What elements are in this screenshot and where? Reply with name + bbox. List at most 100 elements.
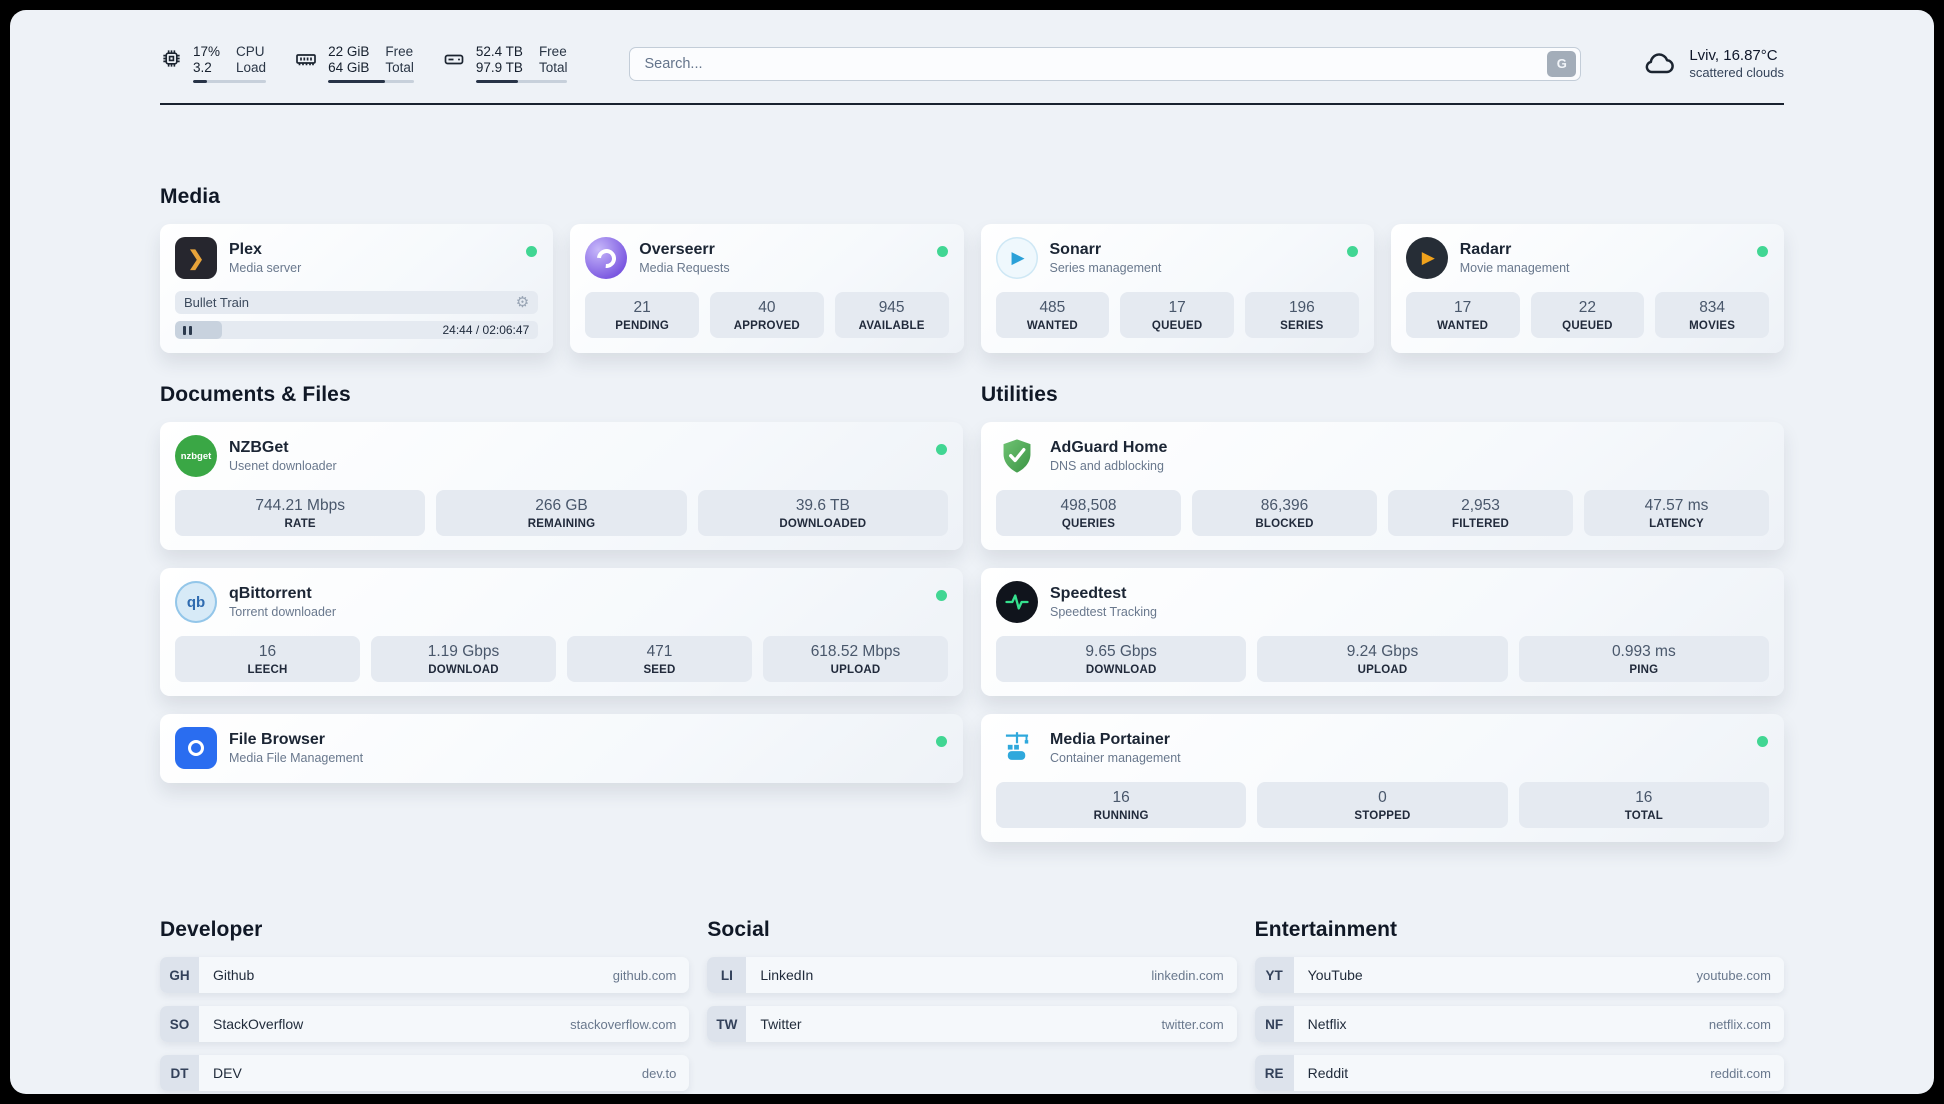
- status-dot: [1757, 736, 1768, 747]
- bookmark-github[interactable]: GH Github github.com: [160, 957, 690, 993]
- bookmark-url: dev.to: [641, 1065, 677, 1081]
- playback-progress-bar[interactable]: 24:44 / 02:06:47: [175, 321, 539, 339]
- bookmark-name: Reddit: [1307, 1065, 1349, 1081]
- app-card-sonarr[interactable]: ▶ Sonarr Series management 485 WANTED 17 Q…: [980, 224, 1374, 353]
- stat-value: 86,396: [1260, 497, 1309, 514]
- stat-tile: 744.21 Mbps RATE: [175, 490, 426, 536]
- stat-value: 0: [1378, 789, 1387, 806]
- app-card-radarr[interactable]: ▶ Radarr Movie management 17 WANTED 22 QUE…: [1390, 224, 1784, 353]
- pause-icon[interactable]: [183, 325, 192, 335]
- app-card-qbittorrent[interactable]: qb qBittorrent Torrent downloader 16 LEEC…: [160, 568, 963, 696]
- nzbget-icon: nzbget: [175, 435, 217, 477]
- status-dot: [936, 246, 948, 257]
- memory-label-top: Free: [385, 44, 414, 59]
- cpu-widget: 17% CPU 3.2 Load: [160, 44, 267, 83]
- stat-tile: 485 WANTED: [995, 292, 1110, 338]
- bookmark-column-entertainment: Entertainment YT YouTube youtube.com NF …: [1254, 918, 1784, 1094]
- app-card-nzbget[interactable]: nzbget NZBGet Usenet downloader 744.21 M…: [160, 422, 963, 550]
- app-card-speedtest[interactable]: Speedtest Speedtest Tracking 9.65 Gbps DO…: [981, 568, 1784, 696]
- stat-tile: 16 RUNNING: [996, 782, 1247, 828]
- section-title-entertainment: Entertainment: [1254, 918, 1398, 941]
- bookmark-url: reddit.com: [1710, 1065, 1771, 1081]
- stat-value: 2,953: [1461, 497, 1500, 514]
- bookmark-name: Twitter: [760, 1016, 802, 1032]
- app-subtitle: Media File Management: [229, 751, 364, 765]
- app-name: Overseerr: [639, 241, 715, 258]
- bookmark-twitter[interactable]: TW Twitter twitter.com: [707, 1006, 1237, 1042]
- memory-label-bottom: Total: [385, 60, 414, 75]
- bookmark-abbr: LI: [707, 957, 747, 993]
- stat-label: DOWNLOADED: [779, 518, 867, 530]
- stat-tile: 17 QUEUED: [1120, 292, 1234, 338]
- stat-label: STOPPED: [1354, 810, 1411, 822]
- stat-label: RUNNING: [1093, 810, 1149, 822]
- stat-value: 485: [1039, 299, 1066, 316]
- stat-tile: 17 WANTED: [1405, 292, 1520, 338]
- section-utilities: Utilities: [981, 383, 1784, 860]
- cpu-value-top: 17%: [193, 44, 221, 59]
- bookmark-netflix[interactable]: NF Netflix netflix.com: [1254, 1006, 1784, 1042]
- stat-value: 17: [1168, 299, 1186, 316]
- stat-label: MOVIES: [1689, 320, 1736, 332]
- bookmark-youtube[interactable]: YT YouTube youtube.com: [1254, 957, 1784, 993]
- now-playing-widget: Bullet Train ⚙ 24:44 / 02:06:47: [175, 291, 539, 339]
- weather-widget: Lviv, 16.87°C scattered clouds: [1641, 45, 1784, 82]
- top-bar: 17% CPU 3.2 Load 22 GiB Free: [160, 44, 1784, 83]
- app-subtitle: Movie management: [1459, 261, 1570, 275]
- bookmark-name: Netflix: [1307, 1016, 1347, 1032]
- search-input[interactable]: [644, 55, 1548, 72]
- stat-tile: 47.57 ms LATENCY: [1584, 490, 1769, 536]
- stat-label: LEECH: [247, 664, 288, 676]
- stat-label: UPLOAD: [1357, 664, 1408, 676]
- gear-icon[interactable]: ⚙: [515, 294, 530, 311]
- stat-value: 471: [646, 643, 673, 660]
- section-title-documents: Documents & Files: [160, 383, 351, 406]
- bookmark-url: netflix.com: [1708, 1016, 1771, 1032]
- stat-value: 22: [1578, 299, 1596, 316]
- bookmark-abbr: TW: [707, 1006, 747, 1042]
- speedtest-icon: [996, 581, 1038, 623]
- stat-value: 39.6 TB: [795, 497, 850, 514]
- portainer-icon: [996, 727, 1038, 769]
- app-card-portainer[interactable]: Media Portainer Container management 16 R…: [981, 714, 1784, 842]
- section-title-developer: Developer: [160, 918, 263, 941]
- bookmark-column-social: Social LI LinkedIn linkedin.com TW Twitt…: [707, 918, 1237, 1094]
- cpu-label-bottom: Load: [236, 60, 267, 75]
- disk-icon: [444, 54, 464, 65]
- stat-tile: 0 STOPPED: [1257, 782, 1508, 828]
- bookmark-linkedin[interactable]: LI LinkedIn linkedin.com: [707, 957, 1237, 993]
- stat-value: 40: [758, 299, 776, 316]
- disk-value-top: 52.4 TB: [475, 44, 523, 59]
- memory-widget: 22 GiB Free 64 GiB Total: [294, 44, 414, 83]
- stat-tile: 196 SERIES: [1245, 292, 1359, 338]
- app-card-filebrowser[interactable]: File Browser Media File Management: [160, 714, 963, 783]
- bookmark-reddit[interactable]: RE Reddit reddit.com: [1254, 1055, 1784, 1091]
- app-subtitle: Media server: [229, 261, 302, 275]
- app-card-overseerr[interactable]: Overseerr Media Requests 21 PENDING 40 APP…: [570, 224, 964, 353]
- stat-tile: 498,508 QUERIES: [996, 490, 1181, 536]
- bookmark-stackoverflow[interactable]: SO StackOverflow stackoverflow.com: [160, 1006, 690, 1042]
- status-dot: [1757, 246, 1768, 257]
- bookmark-abbr: DT: [160, 1055, 199, 1091]
- stat-value: 9.65 Gbps: [1085, 643, 1157, 660]
- cpu-progress-bar: [193, 80, 267, 83]
- stat-tile: 22 QUEUED: [1530, 292, 1645, 338]
- stat-value: 266 GB: [535, 497, 588, 514]
- bookmark-dev[interactable]: DT DEV dev.to: [160, 1055, 690, 1091]
- section-documents: Documents & Files nzbget NZBGet Usenet d…: [160, 383, 963, 860]
- stat-value: 16: [1112, 789, 1130, 806]
- app-card-adguard[interactable]: AdGuard Home DNS and adblocking 498,508 Q…: [981, 422, 1784, 550]
- stat-value: 47.57 ms: [1644, 497, 1709, 514]
- memory-value-bottom: 64 GiB: [328, 60, 370, 75]
- app-name: Sonarr: [1049, 241, 1102, 258]
- bookmark-url: github.com: [612, 967, 677, 983]
- app-card-plex[interactable]: ❯ Plex Media server Bullet Train ⚙: [160, 224, 554, 353]
- overseerr-icon: [585, 237, 628, 279]
- stat-label: QUERIES: [1061, 518, 1116, 530]
- bookmark-name: YouTube: [1307, 967, 1363, 983]
- search-engine-button[interactable]: G: [1547, 50, 1577, 77]
- stat-tile: 471 SEED: [567, 636, 752, 682]
- section-title-media: Media: [160, 185, 221, 208]
- disk-label-top: Free: [538, 44, 567, 59]
- app-name: Media Portainer: [1050, 731, 1171, 748]
